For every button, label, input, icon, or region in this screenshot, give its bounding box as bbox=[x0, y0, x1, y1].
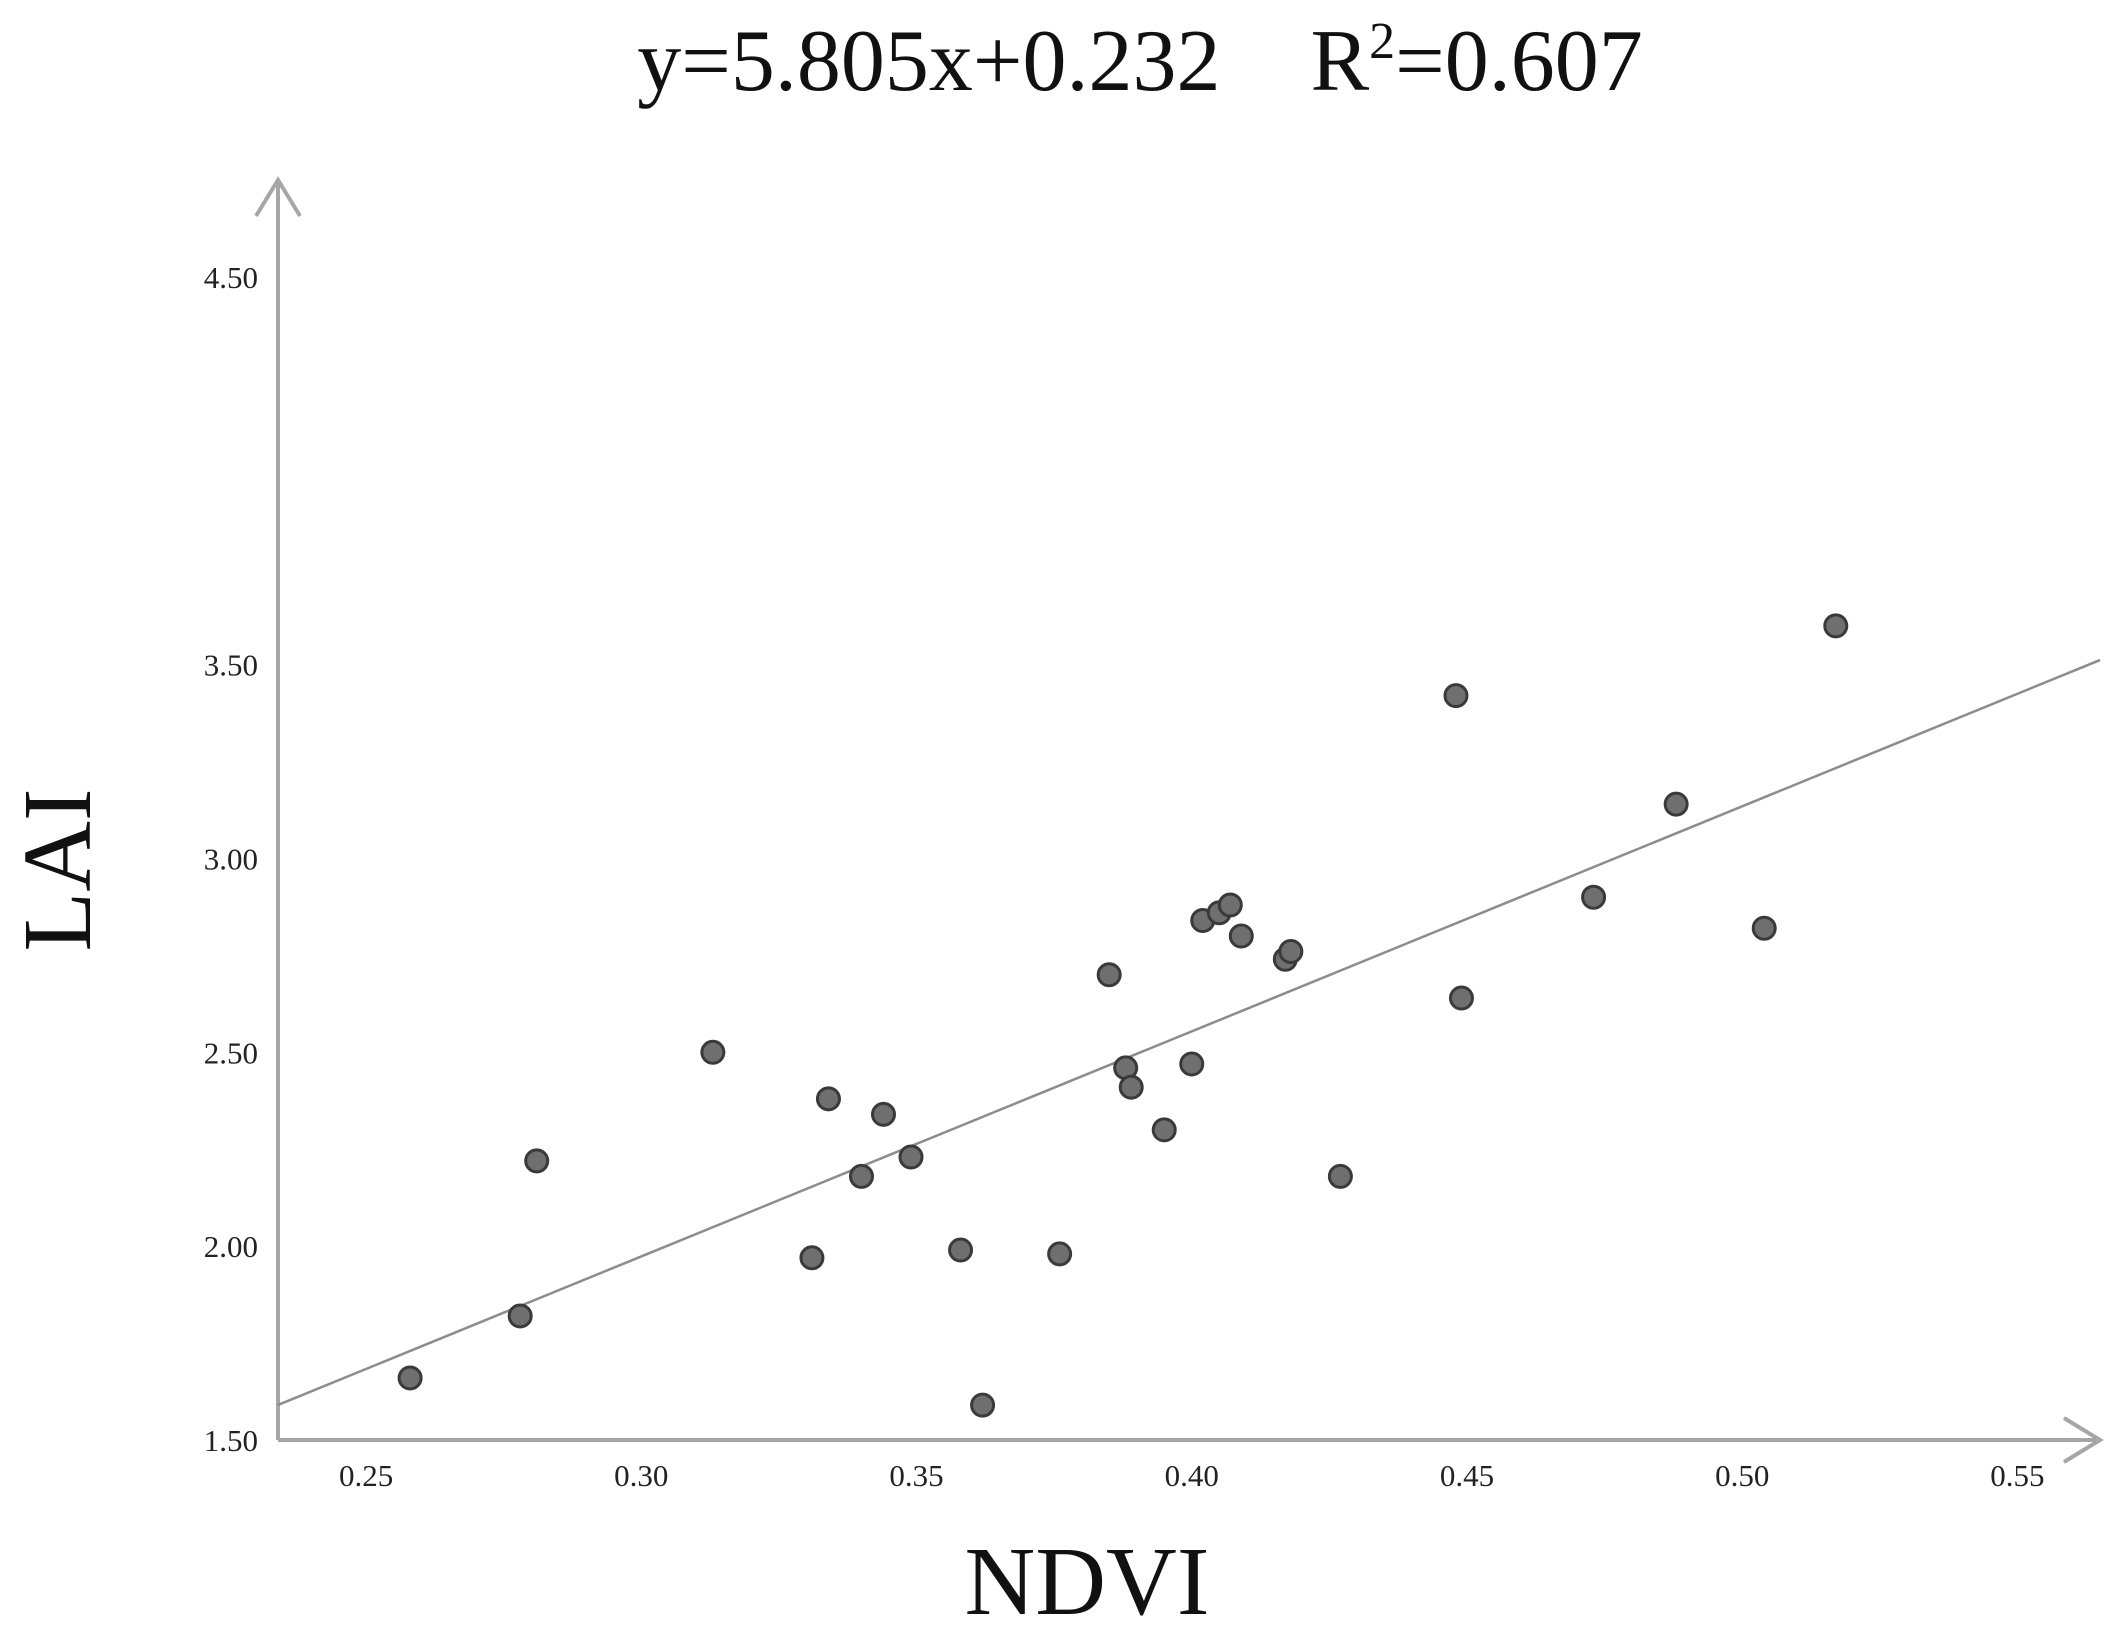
data-point bbox=[799, 1245, 825, 1271]
y-tick-label: 2.00 bbox=[204, 1229, 258, 1264]
y-tick-label: 4.50 bbox=[204, 260, 258, 295]
data-point bbox=[1448, 985, 1474, 1011]
data-point bbox=[1327, 1163, 1353, 1189]
data-point bbox=[948, 1237, 974, 1263]
x-axis-arrow-icon bbox=[2062, 1416, 2104, 1464]
chart-title: y=5.805x+0.232 R2=0.607 bbox=[637, 13, 1643, 110]
data-point bbox=[1217, 892, 1243, 918]
regression-line bbox=[277, 658, 2101, 1407]
data-point bbox=[1096, 962, 1122, 988]
y-axis-title: LAI bbox=[4, 788, 112, 951]
data-point bbox=[1118, 1074, 1144, 1100]
y-axis-arrow-icon bbox=[254, 176, 302, 218]
x-tick-label: 0.55 bbox=[1990, 1458, 2044, 1493]
data-point bbox=[524, 1148, 550, 1174]
data-point bbox=[397, 1365, 423, 1391]
data-point bbox=[1751, 915, 1777, 941]
data-point bbox=[700, 1039, 726, 1065]
data-point bbox=[1047, 1241, 1073, 1267]
y-tick-label: 2.50 bbox=[204, 1035, 258, 1070]
data-point bbox=[1151, 1117, 1177, 1143]
x-tick-label: 0.30 bbox=[614, 1458, 668, 1493]
x-tick-label: 0.45 bbox=[1440, 1458, 1494, 1493]
x-tick-label: 0.35 bbox=[889, 1458, 943, 1493]
y-tick-label: 1.50 bbox=[204, 1423, 258, 1458]
plot-area: 0.25 0.30 0.35 0.40 0.45 0.50 0.55 1.50 2.00 2.50… bbox=[204, 176, 2104, 1493]
data-point bbox=[1581, 884, 1607, 910]
data-point bbox=[1278, 939, 1304, 965]
data-point bbox=[898, 1144, 924, 1170]
r-squared-prefix: R bbox=[1310, 13, 1369, 110]
x-tick-label: 0.25 bbox=[339, 1458, 393, 1493]
data-point bbox=[1228, 923, 1254, 949]
y-tick-label: 3.50 bbox=[204, 648, 258, 683]
data-point bbox=[815, 1086, 841, 1112]
x-axis-title: NDVI bbox=[965, 1528, 1210, 1636]
data-point bbox=[1443, 683, 1469, 709]
data-point bbox=[848, 1163, 874, 1189]
regression-equation: y=5.805x+0.232 bbox=[637, 13, 1220, 110]
data-point bbox=[507, 1303, 533, 1329]
r-squared-value: =0.607 bbox=[1395, 13, 1643, 110]
y-tick-label: 3.00 bbox=[204, 841, 258, 876]
x-tick-label: 0.40 bbox=[1165, 1458, 1219, 1493]
data-point bbox=[1179, 1051, 1205, 1077]
data-point bbox=[970, 1392, 996, 1418]
r-squared-exponent: 2 bbox=[1369, 13, 1395, 70]
data-point bbox=[870, 1101, 896, 1127]
data-point bbox=[1663, 791, 1689, 817]
data-point bbox=[1823, 613, 1849, 639]
x-tick-label: 0.50 bbox=[1715, 1458, 1769, 1493]
